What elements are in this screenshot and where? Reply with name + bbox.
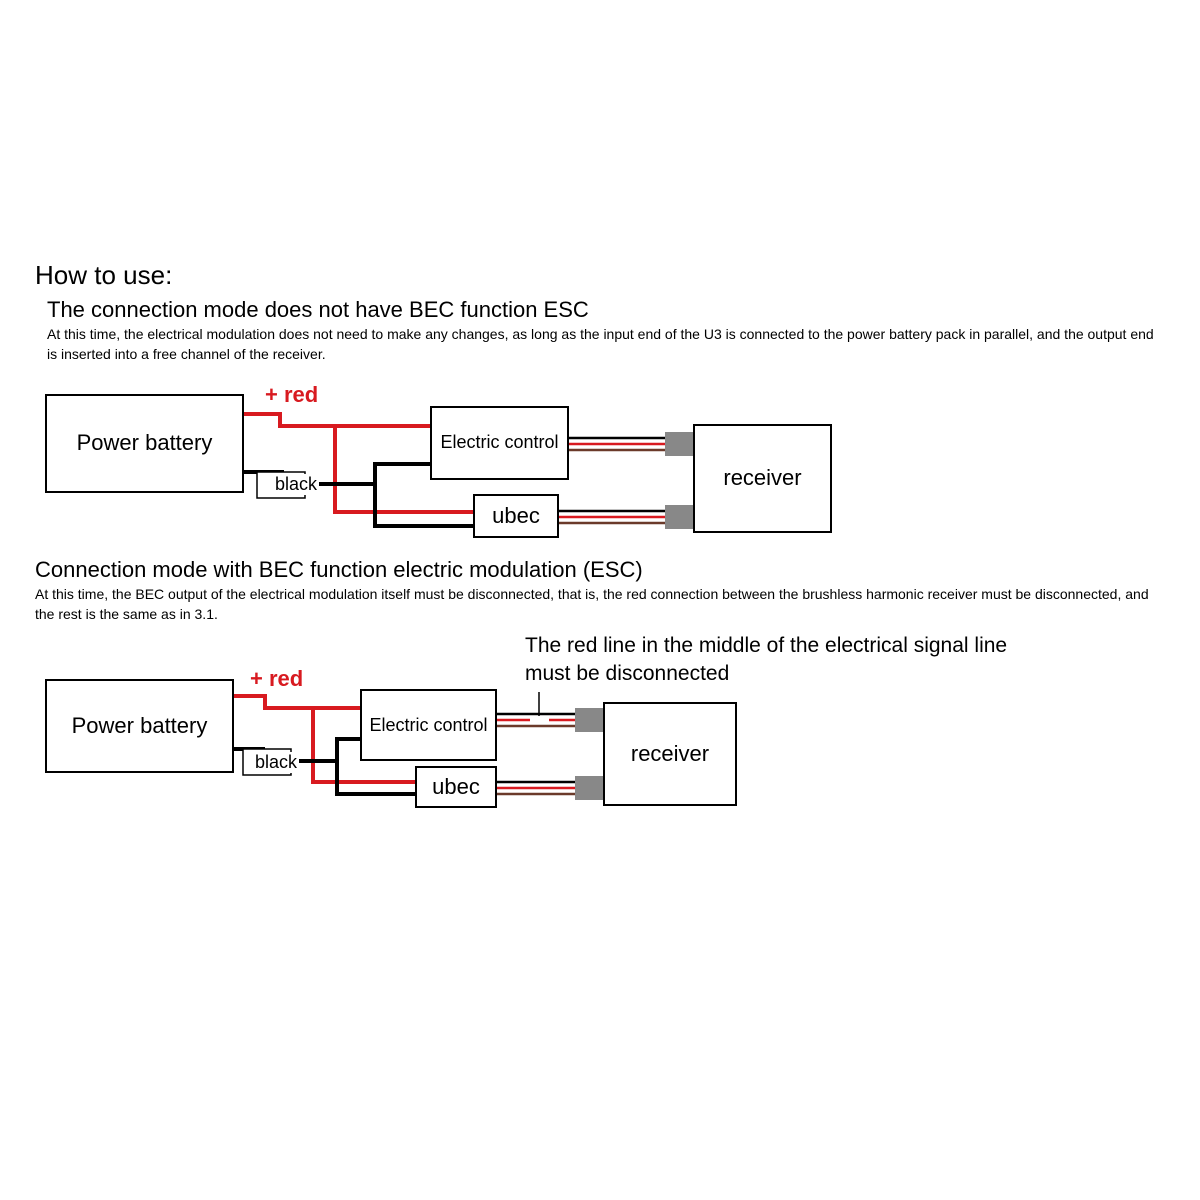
electric-control-box: Electric control <box>430 406 569 480</box>
section1-subtitle: The connection mode does not have BEC fu… <box>47 297 1165 323</box>
section2-description: At this time, the BEC output of the elec… <box>35 585 1165 624</box>
section1-description: At this time, the electrical modulation … <box>47 325 1165 364</box>
section2-subtitle: Connection mode with BEC function electr… <box>35 557 1165 583</box>
black-label: black <box>273 474 319 495</box>
diagram-2: The red line in the middle of the electr… <box>35 634 855 829</box>
ubec-box-2: ubec <box>415 766 497 808</box>
page-title: How to use: <box>35 260 1165 291</box>
receiver-box-2: receiver <box>603 702 737 806</box>
ubec-box: ubec <box>473 494 559 538</box>
red-label-2: + red <box>250 666 303 692</box>
receiver-box: receiver <box>693 424 832 533</box>
diagram-1: Power battery Electric control ubec rece… <box>35 374 855 549</box>
red-label: + red <box>265 382 318 408</box>
power-battery-box: Power battery <box>45 394 244 493</box>
black-label-2: black <box>253 752 299 773</box>
electric-control-box-2: Electric control <box>360 689 497 761</box>
power-battery-box-2: Power battery <box>45 679 234 773</box>
